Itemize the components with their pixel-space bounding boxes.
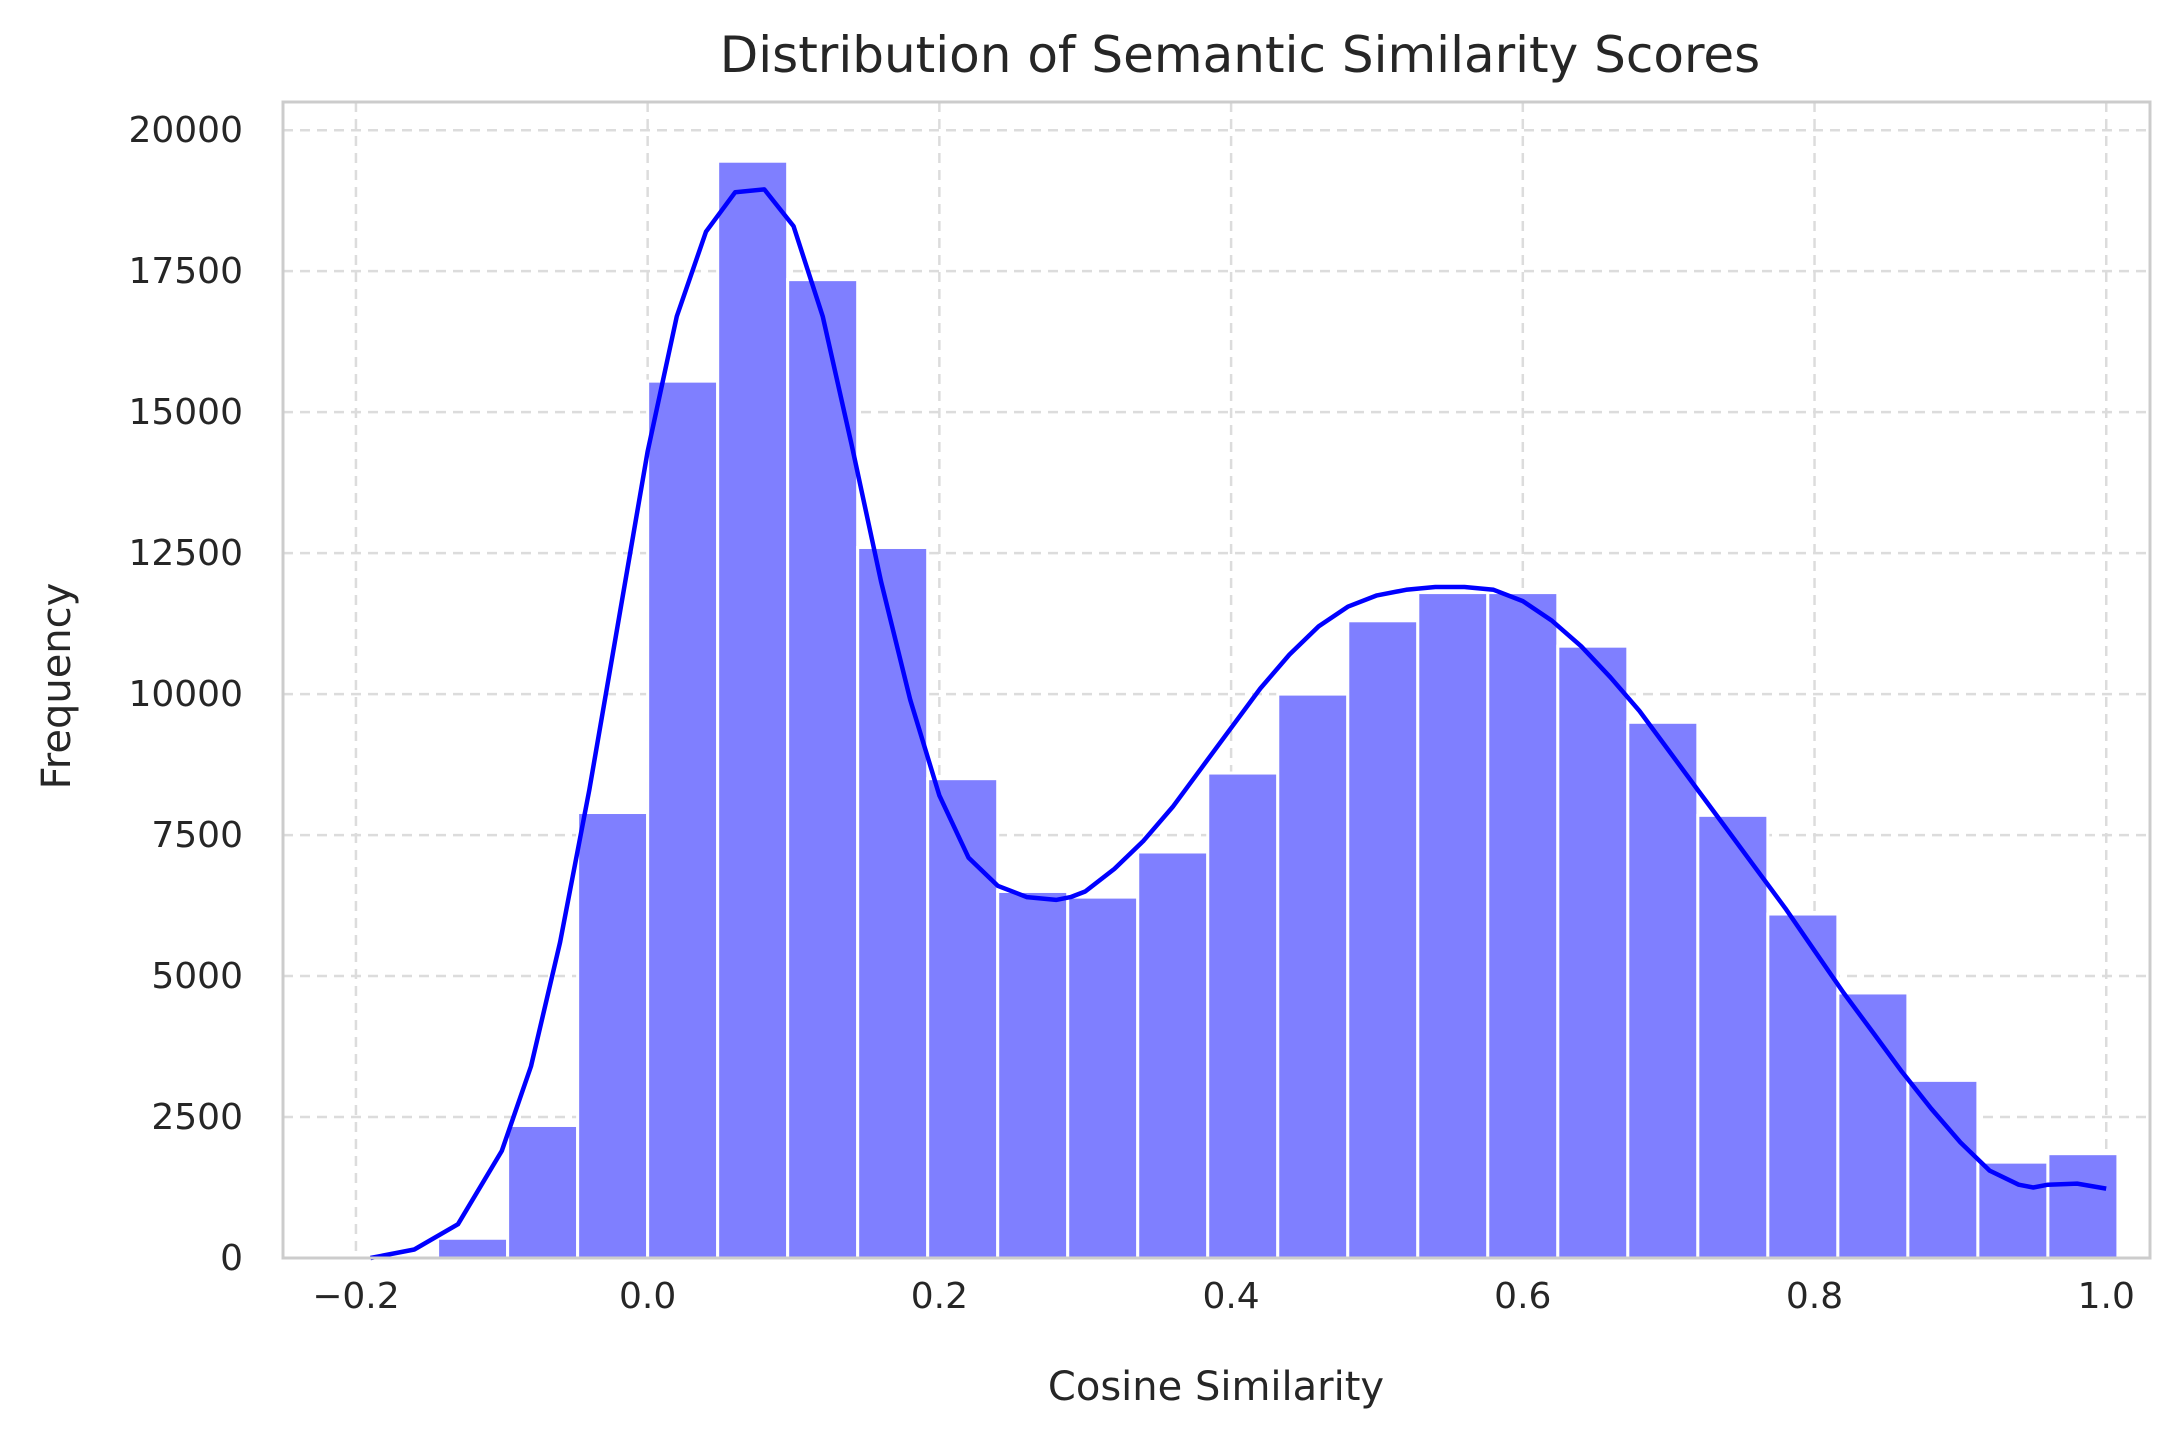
y-tick-label: 2500 xyxy=(151,1097,243,1138)
histogram-bar xyxy=(1346,619,1420,1260)
histogram-bar xyxy=(786,278,860,1260)
histogram-bar xyxy=(1066,895,1140,1260)
histogram-bar xyxy=(1276,692,1350,1260)
histogram-bar xyxy=(926,777,1000,1260)
histogram-bar xyxy=(1136,850,1210,1260)
histogram-bar xyxy=(506,1123,580,1260)
histogram-bar xyxy=(1696,813,1770,1260)
histogram-bar xyxy=(716,159,790,1260)
histogram-bar xyxy=(2046,1152,2120,1260)
plot-frame xyxy=(281,100,2152,1260)
y-axis-ticks: 0 2500 5000 7500 10000 12500 15000 17500 20000 xyxy=(128,110,243,1279)
x-tick-label: −0.2 xyxy=(312,1276,399,1317)
x-tick-label: 0.0 xyxy=(619,1276,676,1317)
x-tick-label: 0.8 xyxy=(1786,1276,1843,1317)
histogram-bar xyxy=(646,379,720,1260)
y-tick-label: 5000 xyxy=(151,956,243,997)
x-axis-ticks: −0.2 0.0 0.2 0.4 0.6 0.8 1.0 xyxy=(312,1276,2135,1317)
y-tick-label: 7500 xyxy=(151,815,243,856)
histogram-bar xyxy=(996,889,1070,1260)
histogram-bar xyxy=(1416,591,1490,1260)
chart-title: Distribution of Semantic Similarity Scor… xyxy=(720,26,1760,84)
histogram-bar xyxy=(1486,591,1560,1260)
histogram-bar xyxy=(436,1236,510,1260)
kde-curve xyxy=(370,187,2107,1261)
histogram-bar xyxy=(1626,720,1700,1260)
histogram-bar xyxy=(1976,1160,2050,1260)
y-tick-label: 10000 xyxy=(128,674,243,715)
histogram-bars xyxy=(436,159,2120,1260)
y-tick-label: 12500 xyxy=(128,533,243,574)
histogram-bar xyxy=(1766,912,1840,1260)
x-tick-label: 0.6 xyxy=(1494,1276,1551,1317)
x-axis-label: Cosine Similarity xyxy=(1048,1364,1384,1410)
x-tick-label: 0.4 xyxy=(1202,1276,1259,1317)
x-tick-label: 1.0 xyxy=(2078,1276,2135,1317)
y-tick-label: 0 xyxy=(220,1238,243,1279)
histogram-bar xyxy=(856,545,930,1260)
x-tick-label: 0.2 xyxy=(911,1276,968,1317)
y-axis-label: Frequency xyxy=(34,583,80,790)
histogram-bar xyxy=(1906,1078,1980,1260)
histogram-bar xyxy=(576,811,650,1260)
histogram-bar xyxy=(1556,644,1630,1260)
y-tick-label: 20000 xyxy=(128,110,243,151)
y-tick-label: 15000 xyxy=(128,392,243,433)
y-tick-label: 17500 xyxy=(128,251,243,292)
histogram-bar xyxy=(1206,771,1280,1260)
